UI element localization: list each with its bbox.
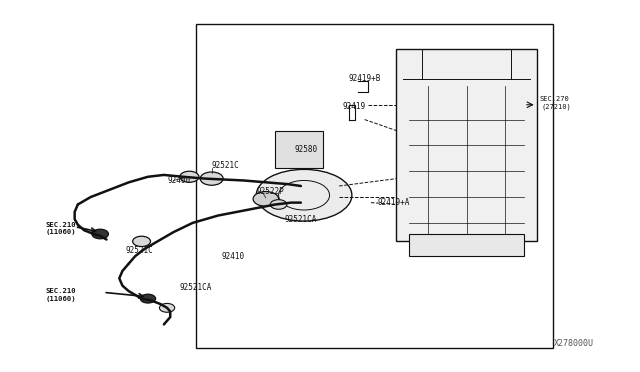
Text: 92419+B: 92419+B xyxy=(349,74,381,83)
Text: 92400: 92400 xyxy=(167,176,190,185)
Text: (27210): (27210) xyxy=(541,103,571,110)
Text: 92521CA: 92521CA xyxy=(285,215,317,224)
Text: (11060): (11060) xyxy=(46,296,77,302)
Text: 92521C: 92521C xyxy=(212,161,239,170)
Ellipse shape xyxy=(256,169,352,221)
Circle shape xyxy=(180,171,199,182)
Circle shape xyxy=(270,200,287,209)
Circle shape xyxy=(200,172,223,185)
Circle shape xyxy=(132,236,150,247)
Circle shape xyxy=(92,229,108,239)
Text: 92522P: 92522P xyxy=(256,187,284,196)
Text: 92580: 92580 xyxy=(294,145,317,154)
Text: SEC.270: SEC.270 xyxy=(540,96,570,102)
FancyBboxPatch shape xyxy=(275,131,323,167)
Circle shape xyxy=(159,304,175,312)
Text: 92521C: 92521C xyxy=(125,246,154,255)
Text: 92521CA: 92521CA xyxy=(180,283,212,292)
Circle shape xyxy=(140,294,156,303)
Text: 92419: 92419 xyxy=(342,102,365,111)
Text: (11060): (11060) xyxy=(46,229,77,235)
Bar xyxy=(409,234,524,256)
Text: SEC.210: SEC.210 xyxy=(46,222,77,228)
Text: X278000U: X278000U xyxy=(554,340,594,349)
Bar xyxy=(396,49,537,241)
Text: SEC.210: SEC.210 xyxy=(46,288,77,294)
Text: 92419+A: 92419+A xyxy=(378,198,410,207)
Text: 92410: 92410 xyxy=(221,251,244,261)
Circle shape xyxy=(253,192,278,206)
